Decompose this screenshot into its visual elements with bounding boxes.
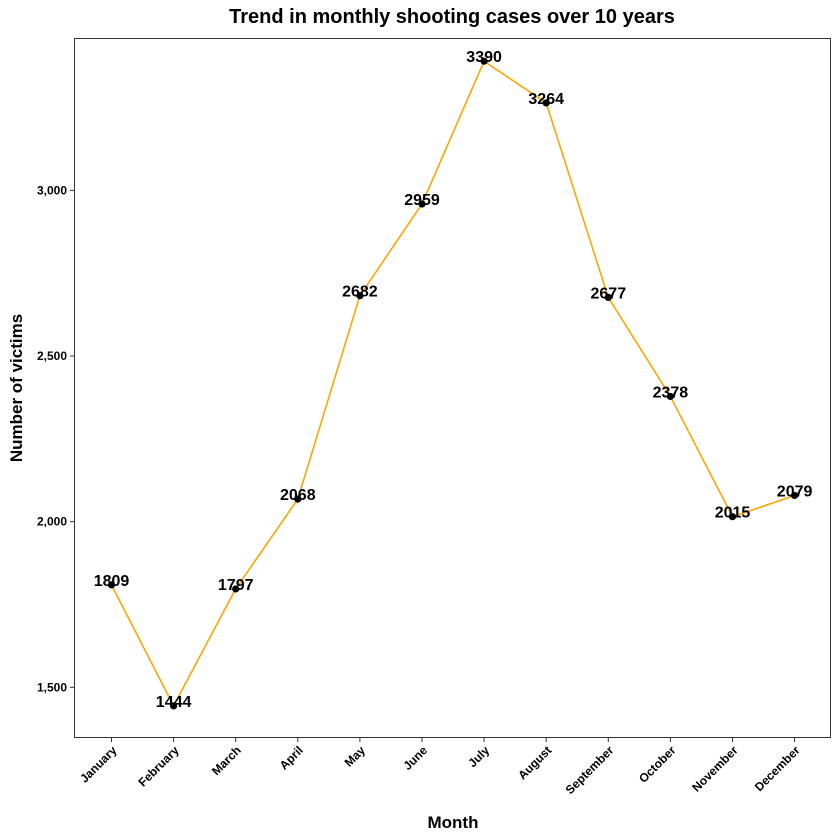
data-label: 3264: [528, 91, 564, 108]
data-point: [666, 392, 675, 401]
data-label: 2677: [591, 285, 627, 302]
data-point: [356, 292, 364, 300]
data-label: 2682: [342, 284, 378, 301]
data-point: [791, 491, 799, 500]
x-tick-label: March: [209, 743, 244, 778]
data-label: 3390: [466, 49, 502, 66]
data-point: [418, 200, 426, 208]
data-point: [728, 513, 737, 521]
series-line: [110, 60, 795, 707]
data-label: 1809: [94, 573, 130, 590]
x-tick-label: May: [342, 743, 369, 770]
data-label: 1797: [218, 577, 254, 594]
series-layer: [107, 57, 799, 710]
data-point: [170, 702, 178, 710]
y-tick-label: 3,000: [37, 183, 67, 197]
x-axis-title: Month: [428, 813, 479, 832]
data-point: [480, 57, 488, 65]
data-label: 2959: [404, 192, 440, 209]
x-tick-label: July: [465, 743, 492, 770]
x-tick-label: August: [515, 743, 554, 782]
x-axis: January February March April May June July Augu…: [77, 737, 803, 797]
data-label: 2079: [777, 483, 813, 500]
data-point: [107, 581, 116, 589]
chart-title: Trend in monthly shooting cases over 10 …: [229, 6, 675, 28]
data-point: [604, 293, 612, 301]
y-axis: 1,500 2,000 2,500 3,000: [37, 183, 75, 694]
data-point: [294, 495, 302, 503]
x-tick-label: November: [689, 743, 741, 795]
data-point: [542, 99, 550, 107]
x-tick-label: October: [636, 743, 679, 786]
data-label: 2068: [280, 487, 316, 504]
x-tick-label: June: [400, 743, 430, 773]
data-label-layer: 1809 1444 1797 2068 2682 2959 3390 3264 2677 2378…: [94, 49, 813, 711]
y-tick-label: 2,000: [37, 515, 67, 529]
y-tick-label: 1,500: [37, 680, 67, 694]
data-label: 1444: [156, 694, 192, 711]
x-tick-label: September: [563, 743, 617, 797]
x-tick-label: February: [136, 743, 182, 789]
plot-panel-border: [74, 38, 831, 738]
data-label: 2015: [715, 505, 751, 522]
x-tick-label: January: [77, 743, 120, 786]
y-axis-title: Number of victims: [7, 314, 26, 462]
y-tick-label: 2,500: [37, 349, 67, 363]
data-point: [232, 585, 240, 593]
x-tick-label: April: [277, 743, 306, 772]
data-label: 2378: [653, 384, 689, 401]
x-tick-label: December: [752, 743, 803, 794]
